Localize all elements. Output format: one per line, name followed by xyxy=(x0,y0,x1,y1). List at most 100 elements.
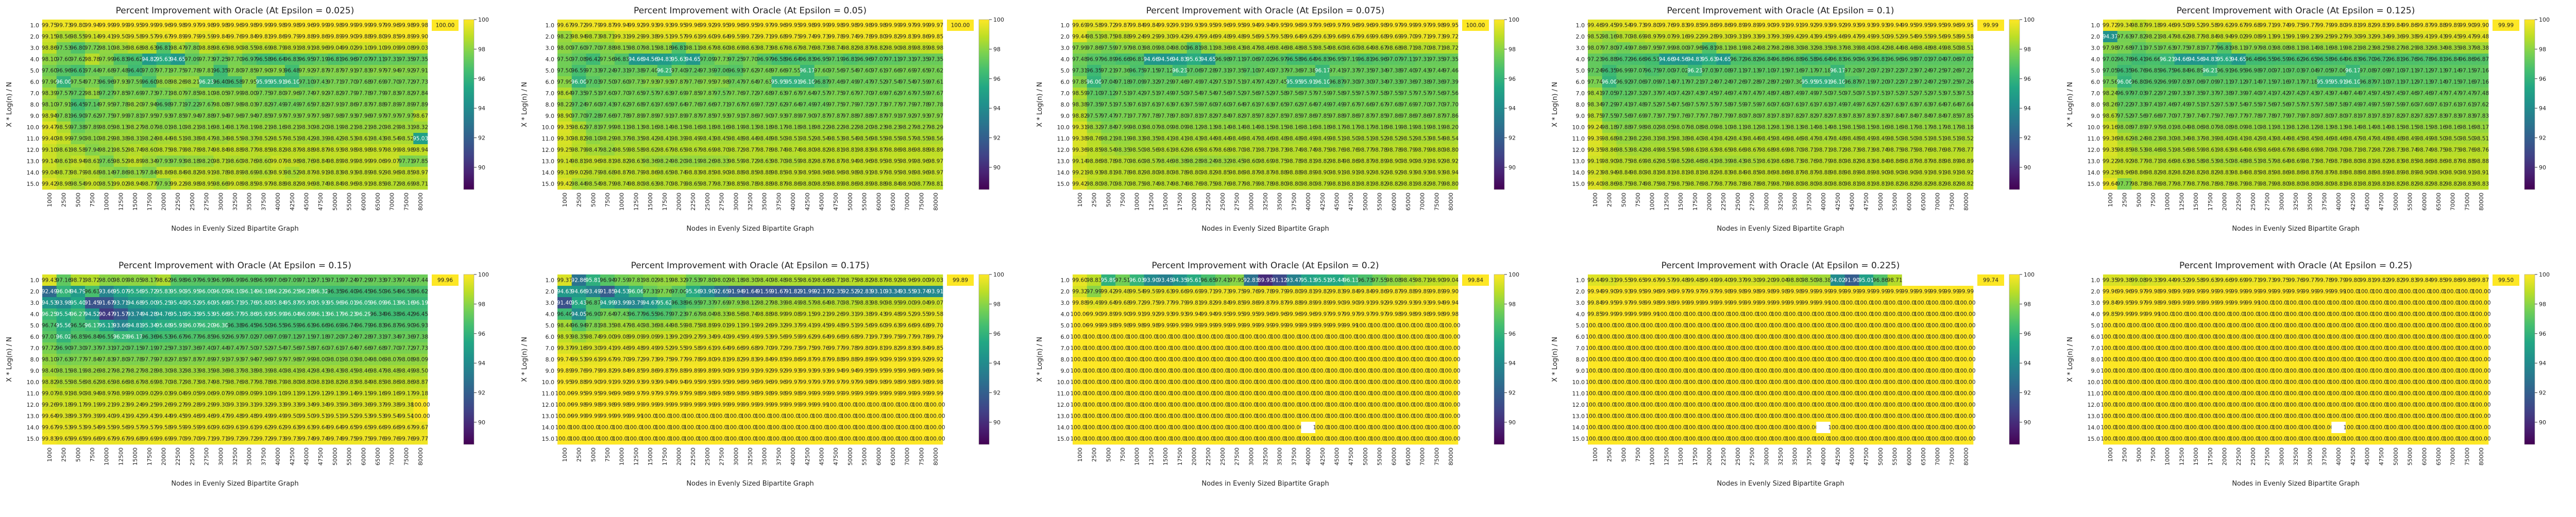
heatmap-cell-label: 99.57 xyxy=(142,34,157,40)
heatmap-cell-label: 98.09 xyxy=(1701,125,1717,131)
heatmap-cell-label: 97.35 xyxy=(413,57,428,63)
heatmap-cell-label: 97.60 xyxy=(1200,102,1216,108)
heatmap-cell-label: 98.47 xyxy=(170,45,185,51)
heatmap-cell-label: 97.40 xyxy=(1658,91,1674,97)
heatmap-cell-label: 98.07 xyxy=(142,125,157,131)
heatmap-cell-label: 98.54 xyxy=(1443,136,1459,142)
y-tick-label: 14.0 xyxy=(1572,169,1585,176)
heatmap-cell-label: 98.21 xyxy=(2345,45,2361,51)
heatmap-cell-label: 99.10 xyxy=(256,391,271,397)
heatmap-cell-label: 97.47 xyxy=(1744,91,1760,97)
heatmap-cell-label: 99.46 xyxy=(1200,34,1216,40)
heatmap-cell-label: 97.89 xyxy=(1072,79,1088,85)
heatmap-cell-label: 96.64 xyxy=(270,57,285,63)
heatmap-cell-label: 97.63 xyxy=(1258,102,1273,108)
heatmap-cell-label: 97.58 xyxy=(1272,91,1287,97)
heatmap-cell-label: 97.66 xyxy=(885,68,901,74)
heatmap-cell-label: 98.62 xyxy=(1172,147,1188,153)
heatmap-cell-label: 97.15 xyxy=(2260,79,2275,85)
heatmap-cell-label: 99.58 xyxy=(1087,23,1102,29)
heatmap-cell-label: 99.67 xyxy=(2231,23,2246,29)
heatmap-cell-label: 98.83 xyxy=(2459,181,2475,187)
heatmap-cell-label: 98.32 xyxy=(1215,159,1230,165)
heatmap-cell-label: 98.58 xyxy=(70,147,86,153)
heatmap-cell-label: 95.91 xyxy=(270,79,285,85)
heatmap-cell-label: 97.28 xyxy=(1758,79,1774,85)
heatmap-cell-label: 97.94 xyxy=(213,113,228,119)
heatmap-cell-label: 99.04 xyxy=(327,45,343,51)
heatmap-cell-label: 98.79 xyxy=(1415,147,1430,153)
heatmap-cell-label: 96.40 xyxy=(342,289,357,295)
heatmap-cell-label: 97.14 xyxy=(2445,68,2461,74)
heatmap-cell-label: 98.81 xyxy=(1673,170,1688,176)
heatmap-cell-label: 98.82 xyxy=(2431,181,2446,187)
heatmap-cell-label: 98.69 xyxy=(398,181,414,187)
heatmap-cell-label: 98.43 xyxy=(1730,136,1745,142)
heatmap-cell-label: 99.72 xyxy=(1100,23,1116,29)
heatmap-cell-label: 96.45 xyxy=(413,312,428,318)
heatmap-cell-label: 95.93 xyxy=(256,312,271,318)
heatmap-cell-label: 98.65 xyxy=(213,45,228,51)
heatmap-cell-label: 99.73 xyxy=(814,34,829,40)
heatmap-cell-label: 99.10 xyxy=(355,45,371,51)
heatmap-cell-label: 98.70 xyxy=(714,147,730,153)
x-tick-label: 35000 xyxy=(1792,193,1799,211)
heatmap-cell-label: 99.06 xyxy=(199,391,214,397)
heatmap-cell-label: 98.23 xyxy=(2359,45,2375,51)
heatmap-cell-label: 98.16 xyxy=(270,125,285,131)
heatmap-cell-label: 99.98 xyxy=(1372,23,1387,29)
heatmap-cell-label: 98.84 xyxy=(1616,170,1631,176)
heatmap-cell-label: 98.30 xyxy=(156,368,171,374)
heatmap-cell-label: 98.42 xyxy=(2245,136,2261,142)
heatmap-cell-label: 96.98 xyxy=(2245,68,2261,74)
heatmap-cell-label: 99.41 xyxy=(2416,34,2432,40)
heatmap-cell-label: 97.37 xyxy=(384,278,400,284)
heatmap-cell-label: 98.51 xyxy=(1358,136,1373,142)
heatmap-cell-label: 97.55 xyxy=(1602,113,1617,119)
heatmap-cell-label: 98.90 xyxy=(70,391,86,397)
y-tick-label: 11.0 xyxy=(542,135,555,142)
heatmap-cell-label: 98.65 xyxy=(2245,147,2261,153)
heatmap-cell-label: 97.92 xyxy=(900,113,915,119)
heatmap-panel-0.025: Percent Improvement with Oracle (At Epsi… xyxy=(6,6,489,233)
heatmap-cell-label: 98.50 xyxy=(2431,136,2446,142)
heatmap-cell-label: 98.76 xyxy=(1343,147,1359,153)
heatmap-cell-label: 95.84 xyxy=(270,300,285,306)
y-tick-label: 8.0 xyxy=(30,101,40,108)
heatmap-cell-label: 98.47 xyxy=(1243,45,1259,51)
heatmap-cell-label: 98.54 xyxy=(585,181,601,187)
heatmap-cell-label: 98.61 xyxy=(56,159,72,165)
heatmap-cell-label: 98.45 xyxy=(2302,136,2318,142)
heatmap-cell-label: 97.49 xyxy=(270,102,285,108)
heatmap-cell-label: 97.03 xyxy=(585,79,601,85)
heatmap-cell-label: 98.53 xyxy=(342,136,357,142)
heatmap-cell-label: 96.05 xyxy=(213,289,228,295)
heatmap-cell-label: 99.15 xyxy=(42,34,57,40)
heatmap-cell-label: 96.96 xyxy=(857,57,872,63)
heatmap-cell-label: 97.06 xyxy=(2331,68,2346,74)
heatmap-cell-label: 97.87 xyxy=(1358,113,1373,119)
y-tick-label: 12.0 xyxy=(542,147,555,153)
heatmap-cell-label: 97.56 xyxy=(2103,79,2118,85)
heatmap-cell-label: 98.99 xyxy=(355,159,371,165)
heatmap-cell-label: 98.81 xyxy=(1300,159,1316,165)
heatmap-cell-label: 97.85 xyxy=(685,91,701,97)
heatmap-cell-label: 98.79 xyxy=(270,380,285,386)
heatmap-cell-label: 98.79 xyxy=(571,147,587,153)
heatmap-cell-label: 96.27 xyxy=(70,312,86,318)
heatmap-cell-label: 96.98 xyxy=(170,278,185,284)
heatmap-cell-label: 99.35 xyxy=(557,125,572,131)
heatmap-cell-label: 98.86 xyxy=(1229,170,1245,176)
heatmap-cell-label: 99.61 xyxy=(685,34,701,40)
heatmap-cell-label: 99.19 xyxy=(84,402,100,408)
heatmap-cell-label: 97.64 xyxy=(342,346,357,352)
heatmap-cell-label: 98.49 xyxy=(2416,136,2432,142)
heatmap-cell-label: 98.08 xyxy=(398,357,414,363)
heatmap-cell-label: 97.78 xyxy=(614,113,630,119)
heatmap-cell-label: 99.96 xyxy=(384,23,400,29)
x-tick-label: 17500 xyxy=(662,193,668,211)
heatmap-cell-label: 96.90 xyxy=(1844,57,1859,63)
heatmap-cell-label: 97.60 xyxy=(1758,102,1774,108)
heatmap-cell-label: 98.76 xyxy=(1186,181,1201,187)
heatmap-cell-label: 96.74 xyxy=(342,323,357,329)
